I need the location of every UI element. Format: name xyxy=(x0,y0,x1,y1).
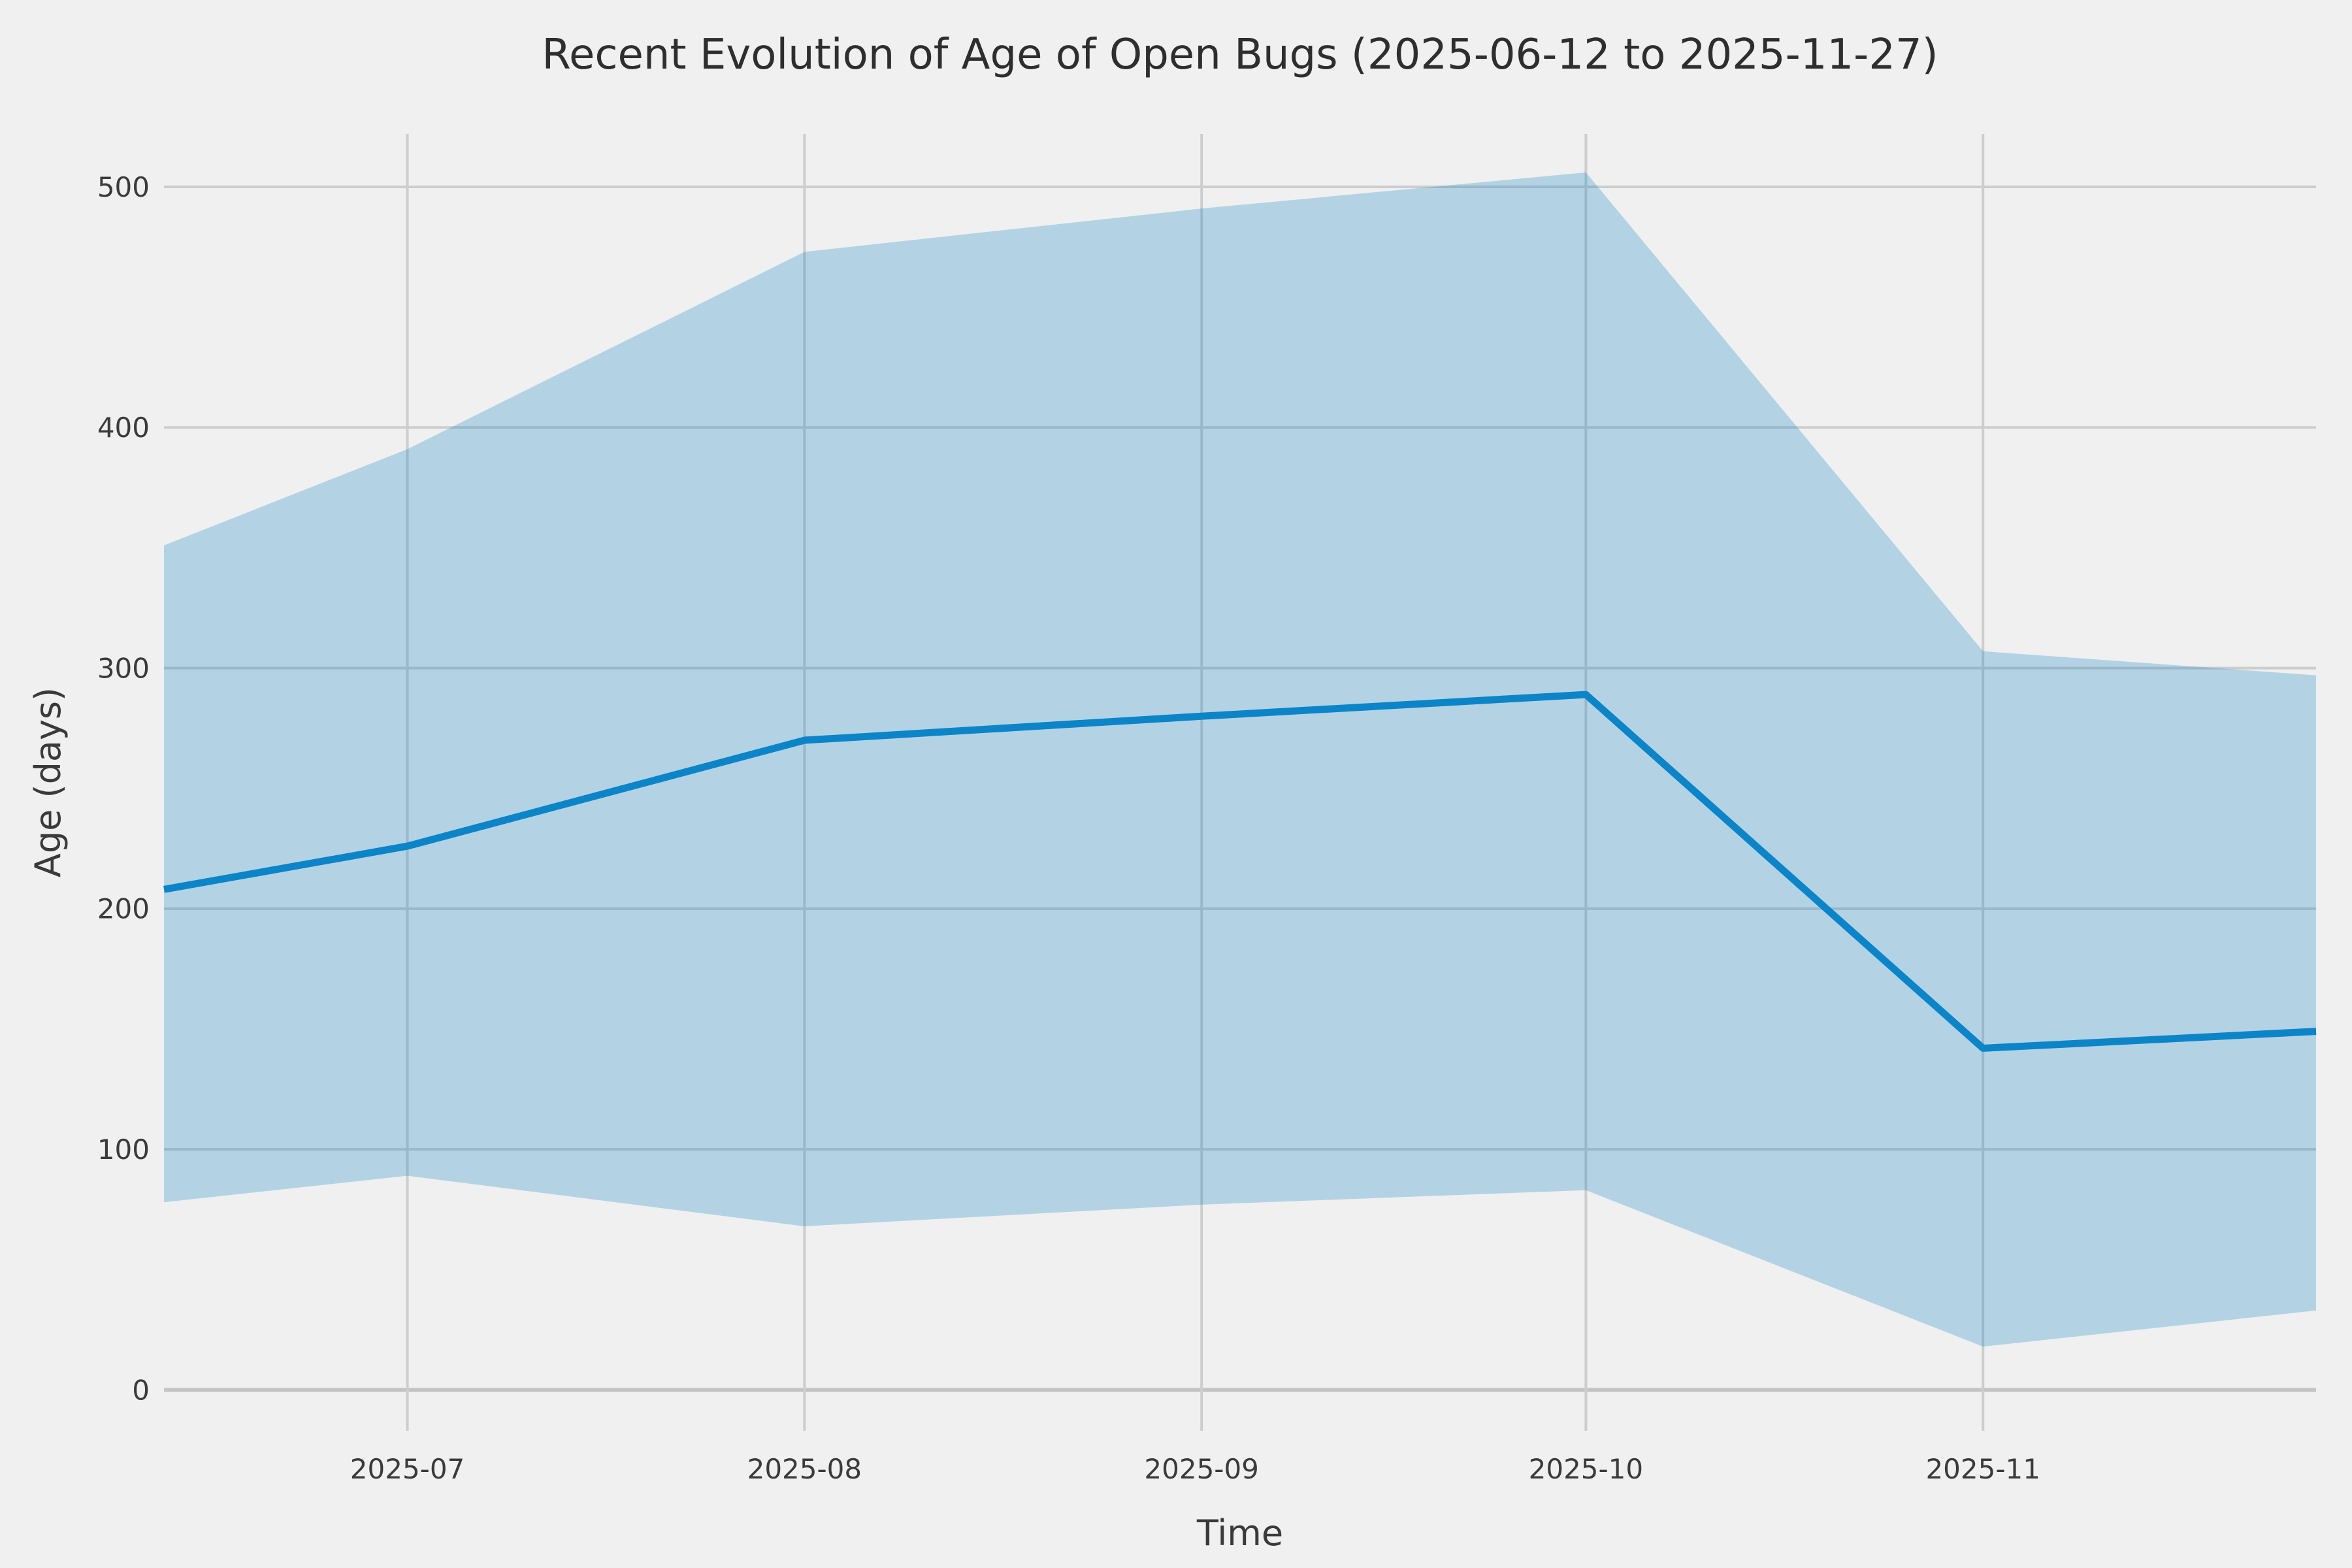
x-tick-label-2025-11: 2025-11 xyxy=(1925,1453,2040,1485)
x-axis-label: Time xyxy=(1196,1512,1283,1554)
confidence-band xyxy=(164,172,2316,1347)
x-tick-label-2025-09: 2025-09 xyxy=(1144,1453,1259,1485)
grid-layer xyxy=(164,134,2316,1431)
x-tick-label-2025-10: 2025-10 xyxy=(1529,1453,1644,1485)
y-tick-label-300: 300 xyxy=(97,652,150,684)
y-tick-label-400: 400 xyxy=(97,412,150,444)
x-tick-label-2025-08: 2025-08 xyxy=(747,1453,862,1485)
median-line xyxy=(163,691,2317,1052)
y-axis-label: Age (days) xyxy=(27,687,69,877)
tick-label-layer: 2025-07 2025-08 2025-09 2025-10 2025-11 0 100 2… xyxy=(97,171,2040,1485)
y-tick-label-100: 100 xyxy=(97,1134,150,1166)
x-tick-label-2025-07: 2025-07 xyxy=(350,1453,465,1485)
chart-title: Recent Evolution of Age of Open Bugs (20… xyxy=(542,31,1938,79)
y-tick-label-200: 200 xyxy=(97,893,150,925)
y-tick-label-500: 500 xyxy=(97,171,150,203)
y-tick-label-0: 0 xyxy=(132,1374,150,1406)
